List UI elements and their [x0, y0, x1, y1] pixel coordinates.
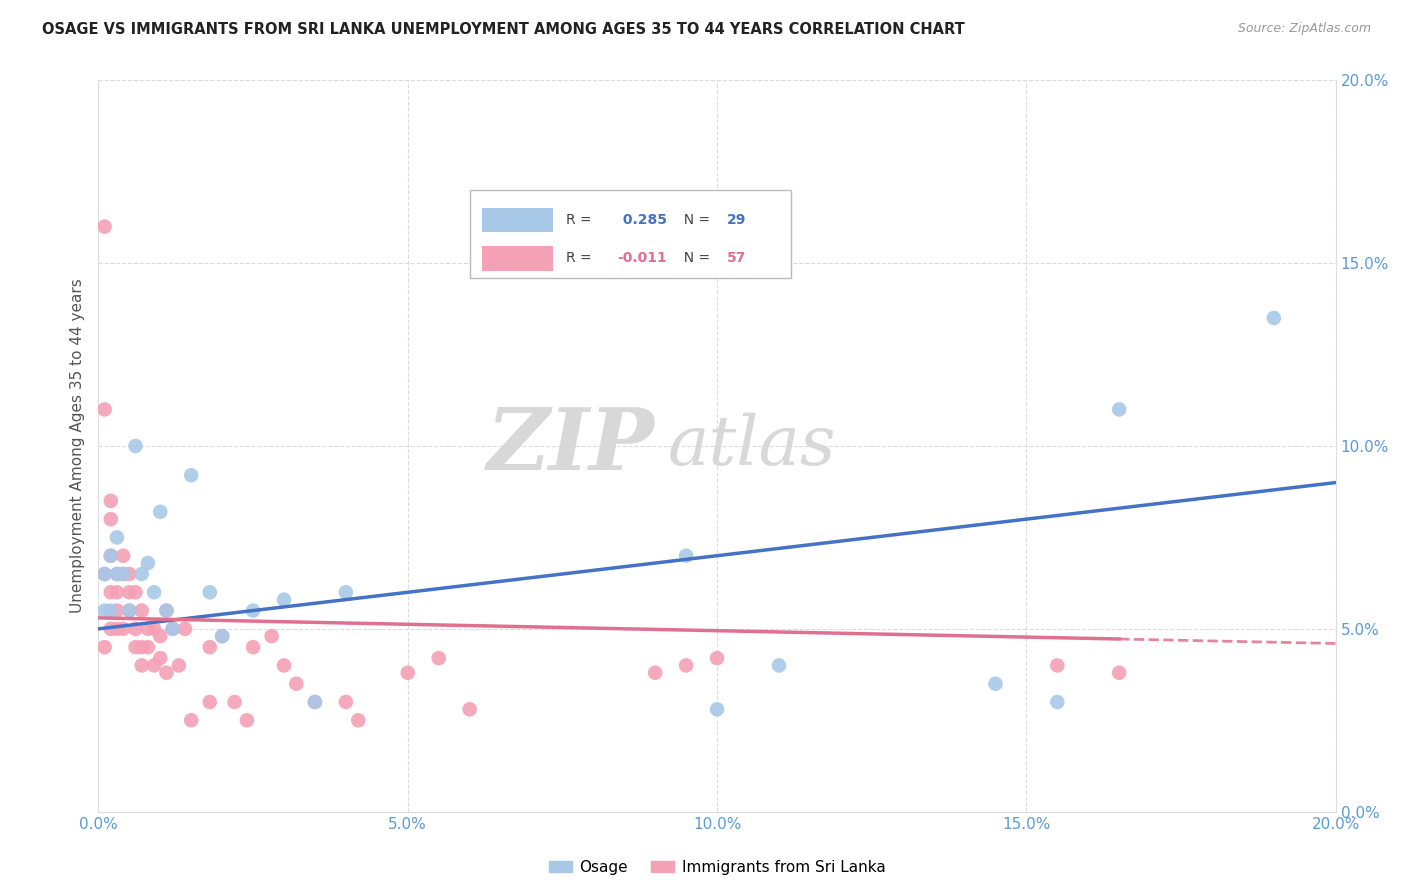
Point [198, 640, 221, 655]
Point [155, 603, 177, 617]
Point [124, 622, 146, 636]
Point [211, 629, 233, 643]
Point [118, 585, 141, 599]
Point [93, 603, 115, 617]
Point [124, 585, 146, 599]
Point [136, 640, 159, 655]
Point [143, 622, 166, 636]
Point [118, 603, 141, 617]
Point [675, 549, 697, 563]
Point [768, 658, 790, 673]
Y-axis label: Unemployment Among Ages 35 to 44 years: Unemployment Among Ages 35 to 44 years [70, 278, 86, 614]
Point [1108, 402, 1130, 417]
Text: Source: ZipAtlas.com: Source: ZipAtlas.com [1237, 22, 1371, 36]
Point [105, 603, 128, 617]
Point [136, 556, 159, 570]
Point [100, 549, 122, 563]
Point [112, 567, 135, 582]
Text: ZIP: ZIP [488, 404, 655, 488]
Point [984, 676, 1007, 690]
Point [198, 695, 221, 709]
Point [427, 651, 450, 665]
Point [335, 585, 357, 599]
Point [118, 567, 141, 582]
Point [93, 567, 115, 582]
Point [105, 567, 128, 582]
Point [143, 585, 166, 599]
Point [93, 219, 115, 234]
Point [131, 567, 153, 582]
Point [131, 640, 153, 655]
Point [124, 439, 146, 453]
Point [706, 651, 728, 665]
Point [118, 603, 141, 617]
Point [211, 629, 233, 643]
Point [347, 714, 370, 728]
Point [1046, 658, 1069, 673]
Point [1046, 695, 1069, 709]
Text: OSAGE VS IMMIGRANTS FROM SRI LANKA UNEMPLOYMENT AMONG AGES 35 TO 44 YEARS CORREL: OSAGE VS IMMIGRANTS FROM SRI LANKA UNEMP… [42, 22, 965, 37]
Point [100, 603, 122, 617]
Point [105, 585, 128, 599]
Point [149, 505, 172, 519]
Point [100, 622, 122, 636]
Point [105, 567, 128, 582]
Point [242, 603, 264, 617]
Point [155, 665, 177, 680]
Point [224, 695, 246, 709]
Text: atlas: atlas [668, 413, 837, 479]
Point [260, 629, 283, 643]
Point [198, 585, 221, 599]
Point [180, 468, 202, 483]
Point [93, 567, 115, 582]
Point [149, 651, 172, 665]
Point [304, 695, 326, 709]
Point [100, 585, 122, 599]
Point [675, 658, 697, 673]
Point [136, 622, 159, 636]
Point [304, 695, 326, 709]
Point [1108, 665, 1130, 680]
Point [273, 658, 295, 673]
Point [100, 512, 122, 526]
Point [458, 702, 481, 716]
Point [162, 622, 184, 636]
Point [131, 603, 153, 617]
Point [149, 629, 172, 643]
Point [100, 549, 122, 563]
Point [112, 622, 135, 636]
Point [285, 676, 308, 690]
Point [644, 665, 666, 680]
Point [143, 658, 166, 673]
Point [155, 603, 177, 617]
Point [93, 640, 115, 655]
Point [112, 567, 135, 582]
Point [396, 665, 419, 680]
Point [174, 622, 197, 636]
Point [706, 702, 728, 716]
Point [105, 530, 128, 544]
Point [1263, 311, 1285, 326]
Legend: Osage, Immigrants from Sri Lanka: Osage, Immigrants from Sri Lanka [543, 854, 891, 881]
Point [131, 658, 153, 673]
Point [124, 640, 146, 655]
Point [105, 622, 128, 636]
Point [167, 658, 190, 673]
Point [100, 493, 122, 508]
Point [242, 640, 264, 655]
Point [273, 592, 295, 607]
Point [162, 622, 184, 636]
Point [236, 714, 259, 728]
Point [93, 402, 115, 417]
Point [335, 695, 357, 709]
Point [112, 549, 135, 563]
Point [180, 714, 202, 728]
